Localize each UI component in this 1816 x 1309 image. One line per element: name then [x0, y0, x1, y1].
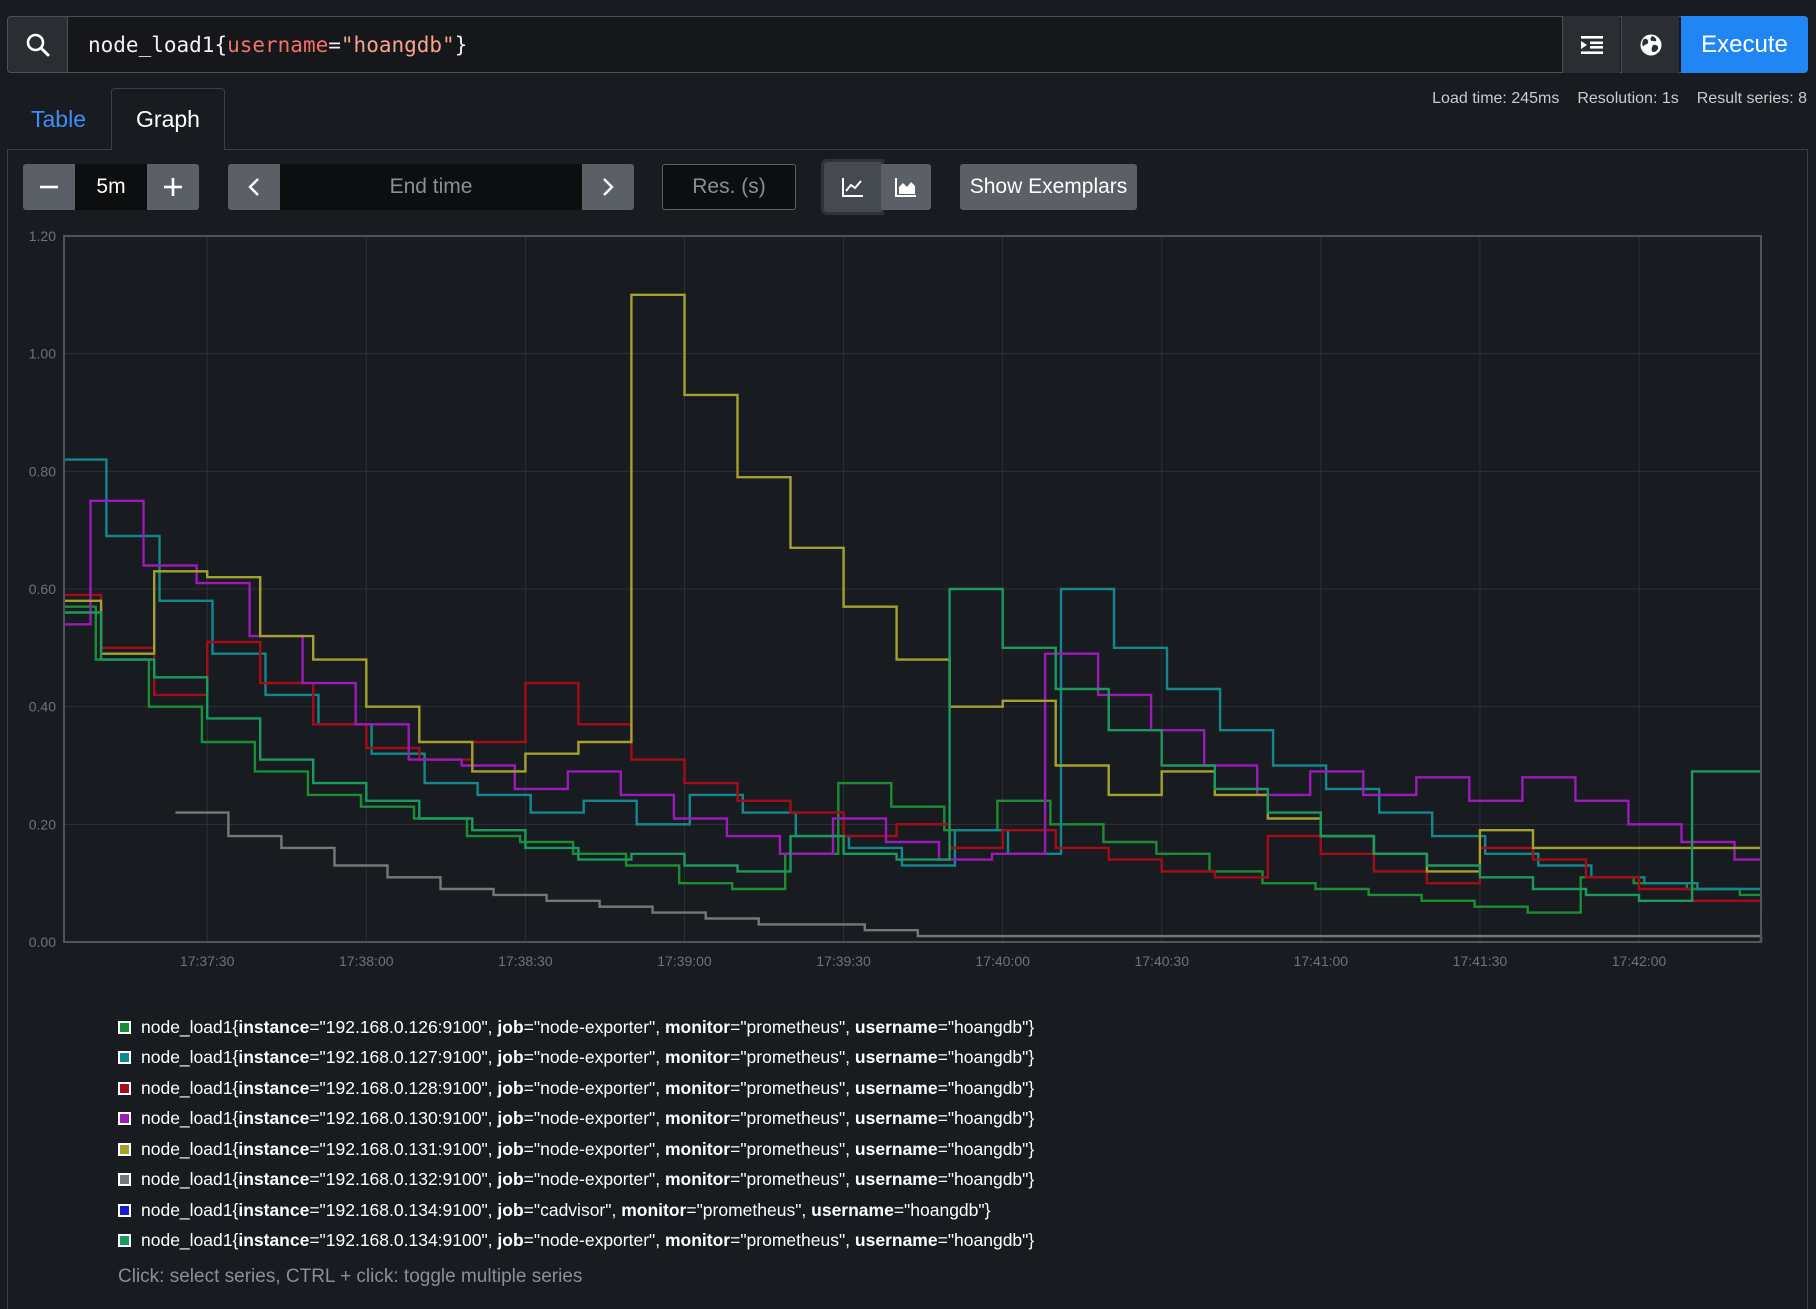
- legend-swatch: [118, 1020, 131, 1034]
- load-time: Load time: 245ms: [1432, 90, 1560, 107]
- end-time-back-button[interactable]: [228, 164, 280, 210]
- legend-label: node_load1{instance="192.168.0.130:9100"…: [141, 1108, 1035, 1129]
- stacked-chart-button[interactable]: [881, 164, 931, 210]
- legend-swatch: [118, 1051, 131, 1065]
- x-tick-label: 17:38:00: [339, 953, 394, 969]
- y-tick-label: 0.20: [29, 816, 56, 832]
- end-time-input[interactable]: End time: [280, 164, 582, 210]
- show-exemplars-label: Show Exemplars: [969, 175, 1128, 198]
- query-label-key: username: [227, 32, 329, 57]
- legend-swatch: [118, 1142, 131, 1156]
- y-axis: 0.00 0.20 0.40 0.60 0.80 1.00 1.20: [29, 228, 56, 950]
- resolution: Resolution: 1s: [1577, 90, 1679, 107]
- chart-grid: [64, 235, 1761, 943]
- legend-swatch: [118, 1173, 131, 1187]
- legend-label: node_load1{instance="192.168.0.132:9100"…: [141, 1169, 1035, 1190]
- x-tick-label: 17:39:30: [816, 953, 871, 969]
- query-stats: Load time: 245ms Resolution: 1s Result s…: [1432, 90, 1807, 108]
- legend-label: node_load1{instance="192.168.0.134:9100"…: [141, 1230, 1035, 1251]
- legend-label: node_load1{instance="192.168.0.126:9100"…: [141, 1016, 1035, 1037]
- legend-swatch: [118, 1081, 131, 1095]
- range-increase-button[interactable]: [147, 164, 199, 210]
- y-tick-label: 1.00: [29, 346, 56, 362]
- legend-item[interactable]: node_load1{instance="192.168.0.127:9100"…: [118, 1043, 1418, 1074]
- query-equals: =: [328, 32, 341, 57]
- query-input[interactable]: node_load1{username = "hoangdb"}: [68, 16, 1562, 73]
- series-line-6: [175, 811, 1763, 942]
- query-open-brace: {: [214, 32, 228, 57]
- y-tick-label: 0.00: [29, 934, 56, 950]
- x-tick-label: 17:42:00: [1612, 953, 1667, 969]
- y-tick-label: 0.80: [29, 463, 56, 479]
- tab-graph[interactable]: Graph: [111, 88, 225, 150]
- chevron-right-icon: [603, 178, 614, 196]
- execute-label: Execute: [1701, 30, 1788, 58]
- series-lines: [64, 293, 1763, 942]
- globe-icon: [1640, 34, 1661, 55]
- y-tick-label: 0.60: [29, 581, 56, 597]
- legend-label: node_load1{instance="192.168.0.131:9100"…: [141, 1138, 1035, 1159]
- legend-item[interactable]: node_load1{instance="192.168.0.130:9100"…: [118, 1104, 1418, 1135]
- graph-panel: [7, 149, 1808, 1309]
- series-line-4: [64, 499, 1761, 861]
- resolution-input[interactable]: Res. (s): [662, 164, 796, 210]
- x-tick-label: 17:39:00: [657, 953, 712, 969]
- x-tick-label: 17:40:00: [975, 953, 1030, 969]
- legend-label: node_load1{instance="192.168.0.128:9100"…: [141, 1077, 1035, 1098]
- legend-label: node_load1{instance="192.168.0.127:9100"…: [141, 1047, 1035, 1068]
- legend-item[interactable]: node_load1{instance="192.168.0.128:9100"…: [118, 1073, 1418, 1104]
- search-icon: [26, 33, 49, 56]
- query-bar: [7, 16, 1808, 73]
- legend-swatch: [118, 1203, 131, 1217]
- chart: 0.000.200.400.600.801.001.20 17:37:30 17:…: [29, 228, 1763, 969]
- unstacked-chart-button[interactable]: [824, 162, 881, 212]
- resolution-placeholder: Res. (s): [692, 175, 766, 198]
- show-exemplars-button[interactable]: Show Exemplars: [960, 164, 1137, 210]
- range-input[interactable]: 5m: [75, 164, 147, 210]
- legend-item[interactable]: node_load1{instance="192.168.0.134:9100"…: [118, 1195, 1418, 1226]
- area-chart-icon: [895, 178, 916, 197]
- minus-icon: [40, 185, 58, 189]
- legend-item[interactable]: node_load1{instance="192.168.0.132:9100"…: [118, 1165, 1418, 1196]
- tab-graph-label: Graph: [136, 106, 200, 132]
- legend-item[interactable]: node_load1{instance="192.168.0.131:9100"…: [118, 1134, 1418, 1165]
- format-query-button[interactable]: [1562, 16, 1620, 73]
- y-tick-label: 1.20: [29, 228, 56, 244]
- x-tick-label: 17:40:30: [1134, 953, 1189, 969]
- x-tick-label: 17:41:30: [1453, 953, 1508, 969]
- legend-item[interactable]: node_load1{instance="192.168.0.134:9100"…: [118, 1226, 1418, 1257]
- series-line-5: [64, 293, 1761, 873]
- metrics-explorer-button[interactable]: [1621, 16, 1679, 73]
- chevron-left-icon: [248, 178, 259, 196]
- series-line-8: [64, 587, 1761, 902]
- execute-button[interactable]: Execute: [1681, 16, 1808, 73]
- query-close-brace: }: [454, 32, 468, 57]
- line-chart-icon: [841, 178, 863, 197]
- end-time-forward-button[interactable]: [582, 164, 634, 210]
- series-line-1: [64, 605, 1761, 914]
- range-decrease-button[interactable]: [23, 164, 75, 210]
- tab-table-label: Table: [31, 106, 86, 132]
- format-indent-icon: [1580, 35, 1603, 54]
- legend-hint: Click: select series, CTRL + click: togg…: [118, 1266, 583, 1287]
- search-button[interactable]: [7, 16, 68, 73]
- end-time-placeholder: End time: [389, 175, 473, 198]
- x-tick-label: 17:37:30: [180, 953, 235, 969]
- result-series: Result series: 8: [1696, 90, 1807, 107]
- query-label-value: "hoangdb": [340, 32, 455, 57]
- plot-frame: [63, 235, 1762, 943]
- legend-swatch: [118, 1234, 131, 1248]
- legend: node_load1{instance="192.168.0.126:9100"…: [118, 1012, 1418, 1256]
- query-metric: node_load1: [88, 32, 215, 57]
- x-axis: 17:37:30 17:38:00 17:38:30 17:39:00 17:39:30…: [180, 953, 1667, 969]
- x-tick-label: 17:38:30: [498, 953, 553, 969]
- legend-item[interactable]: node_load1{instance="192.168.0.126:9100"…: [118, 1012, 1418, 1043]
- y-tick-label: 0.40: [29, 699, 56, 715]
- x-tick-label: 17:41:00: [1294, 953, 1349, 969]
- tab-table[interactable]: Table: [7, 90, 110, 149]
- legend-label: node_load1{instance="192.168.0.134:9100"…: [141, 1199, 991, 1220]
- range-value: 5m: [96, 175, 126, 198]
- plus-icon: [164, 178, 182, 196]
- legend-swatch: [118, 1112, 131, 1126]
